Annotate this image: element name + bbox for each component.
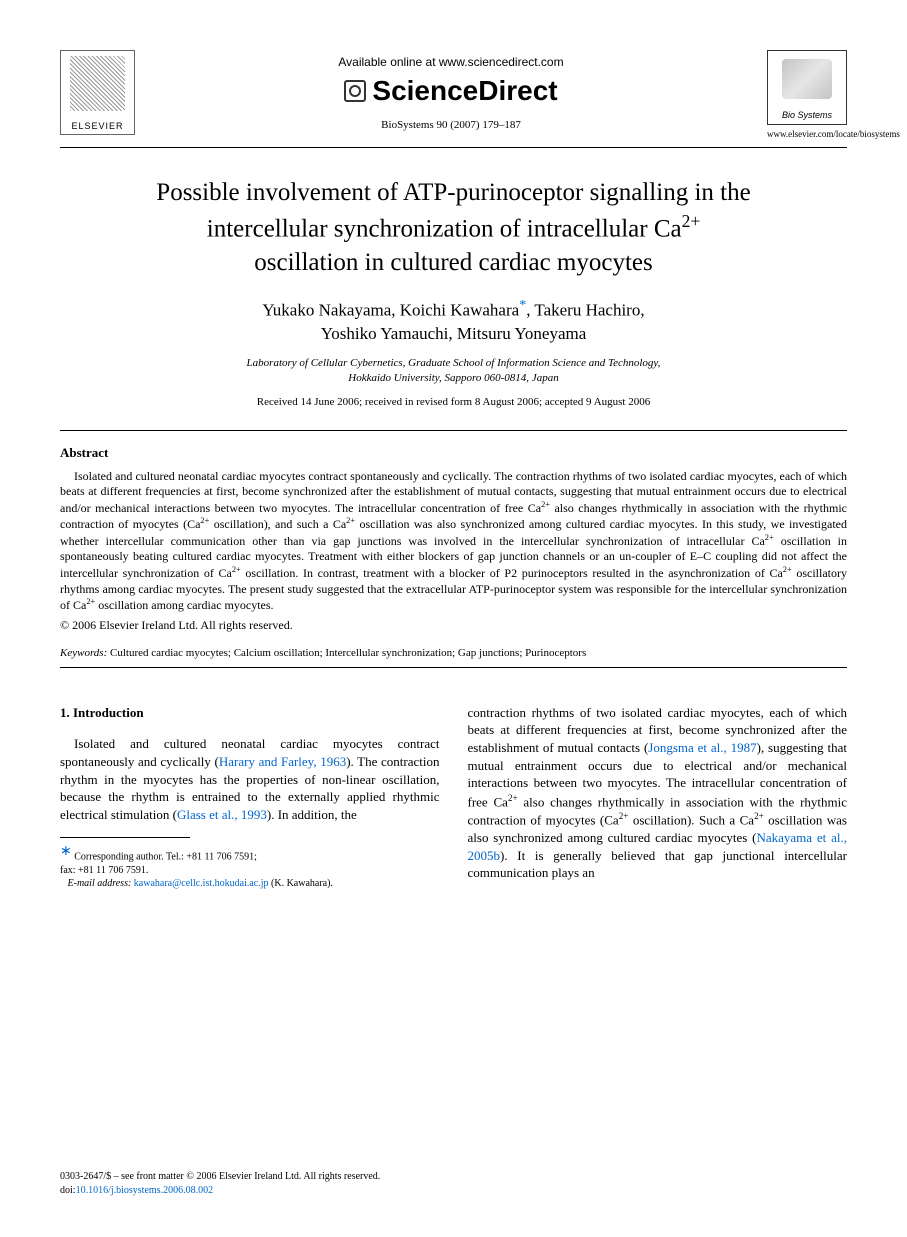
keywords-text: Cultured cardiac myocytes; Calcium oscil… [107,647,586,659]
page-footer: 0303-2647/$ – see front matter © 2006 El… [60,1170,847,1197]
authors-2: Yoshiko Yamauchi, Mitsuru Yoneyama [321,324,587,343]
citation-link[interactable]: Jongsma et al., 1987 [648,740,756,755]
footnote-fax: fax: +81 11 706 7591. [60,864,440,878]
abstract-bottom-rule [60,667,847,668]
article-dates: Received 14 June 2006; received in revis… [60,396,847,408]
column-left: 1. Introduction Isolated and cultured ne… [60,704,440,891]
title-line3: oscillation in cultured cardiac myocytes [254,249,652,276]
sciencedirect-brand: ScienceDirect [135,75,767,107]
journal-logo-graphic [782,59,832,99]
elsevier-logo: ELSEVIER [60,50,135,135]
abstract-text: Isolated and cultured neonatal cardiac m… [60,469,847,614]
affil-1: Laboratory of Cellular Cybernetics, Grad… [247,357,661,369]
citation-link[interactable]: Glass et al., 1993 [177,807,267,822]
citation-link[interactable]: Harary and Farley, 1963 [219,754,346,769]
authors: Yukako Nakayama, Koichi Kawahara*, Taker… [60,296,847,346]
title-line2-pre: intercellular synchronization of intrace… [207,215,682,242]
keywords-label: Keywords: [60,647,107,659]
elsevier-tree-graphic [70,56,125,111]
intro-para-2: contraction rhythms of two isolated card… [468,704,848,882]
column-right: contraction rhythms of two isolated card… [468,704,848,891]
body-columns: 1. Introduction Isolated and cultured ne… [60,704,847,891]
authors-1a: Yukako Nakayama, Koichi Kawahara [262,300,519,319]
abstract-top-rule [60,430,847,431]
elsevier-text: ELSEVIER [71,121,123,131]
header-row: ELSEVIER Available online at www.science… [60,50,847,139]
abstract-heading: Abstract [60,445,847,461]
journal-url: www.elsevier.com/locate/biosystems [767,129,847,139]
journal-logo: Bio Systems [767,50,847,125]
authors-1b: , Takeru Hachiro, [526,300,644,319]
citation: BioSystems 90 (2007) 179–187 [135,119,767,131]
sciencedirect-icon [344,80,366,102]
journal-name: Bio Systems [782,110,832,120]
affil-2: Hokkaido University, Sapporo 060-0814, J… [348,372,558,384]
available-online: Available online at www.sciencedirect.co… [135,55,767,69]
center-header: Available online at www.sciencedirect.co… [135,50,767,131]
title-sup: 2+ [682,211,701,231]
header-rule [60,147,847,148]
sciencedirect-text: ScienceDirect [372,75,557,107]
copyright: © 2006 Elsevier Ireland Ltd. All rights … [60,618,847,633]
footnote-email: E-mail address: kawahara@cellc.ist.hokud… [60,877,440,891]
footer-doi: doi:10.1016/j.biosystems.2006.08.002 [60,1184,847,1198]
footnote: ∗ Corresponding author. Tel.: +81 11 706… [60,843,440,891]
footnote-rule [60,837,190,838]
journal-box: Bio Systems www.elsevier.com/locate/bios… [767,50,847,139]
doi-link[interactable]: 10.1016/j.biosystems.2006.08.002 [76,1185,214,1196]
keywords: Keywords: Cultured cardiac myocytes; Cal… [60,647,847,659]
footer-copyright: 0303-2647/$ – see front matter © 2006 El… [60,1170,847,1184]
intro-para-1: Isolated and cultured neonatal cardiac m… [60,735,440,823]
email-link[interactable]: kawahara@cellc.ist.hokudai.ac.jp [134,878,269,889]
intro-heading: 1. Introduction [60,704,440,722]
article-title: Possible involvement of ATP-purinoceptor… [60,176,847,280]
affiliation: Laboratory of Cellular Cybernetics, Grad… [60,356,847,386]
title-line1: Possible involvement of ATP-purinoceptor… [156,179,750,206]
footnote-corr: ∗ Corresponding author. Tel.: +81 11 706… [60,843,440,864]
